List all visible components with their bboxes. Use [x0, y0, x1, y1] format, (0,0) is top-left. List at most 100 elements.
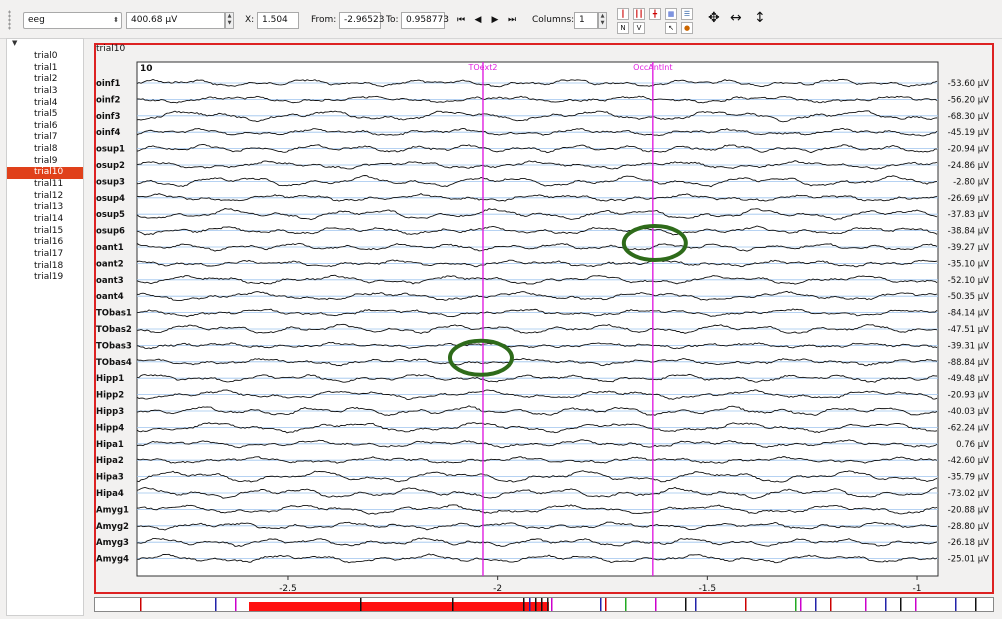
pointer-tool-icon[interactable]: ↖ [665, 22, 677, 34]
trial-item[interactable]: trial10 [7, 167, 83, 180]
channel-offset: -25.01 µV [948, 555, 990, 565]
channel-offset: -49.48 µV [948, 374, 990, 384]
trial-item[interactable]: trial12 [34, 190, 64, 201]
channel-label: TObas1 [96, 309, 132, 319]
to-field[interactable]: 0.958773 [401, 12, 449, 29]
channel-offset: -47.51 µV [948, 325, 990, 335]
x-tick-label: -1 [913, 584, 922, 594]
x-label: X: [245, 15, 255, 25]
overview-event-tick [235, 598, 237, 611]
scale-stepper[interactable]: ▲ ▼ [225, 12, 234, 29]
trial-item[interactable]: trial3 [34, 85, 58, 96]
overview-event-tick [625, 598, 627, 611]
x-field[interactable]: 1.504 [257, 12, 299, 29]
trial-item[interactable]: trial4 [34, 97, 58, 108]
columns-field[interactable]: 1 [574, 12, 598, 29]
channel-trace [136, 405, 938, 417]
trial-item[interactable]: trial15 [34, 225, 64, 236]
channel-trace [136, 160, 938, 170]
channel-label: osup3 [96, 177, 125, 187]
scale-field[interactable]: 400.68 µV [126, 12, 225, 29]
trial-item[interactable]: trial14 [34, 213, 64, 224]
trial-item[interactable]: trial6 [34, 120, 58, 131]
last-trial-button[interactable]: ⏭ [507, 15, 517, 25]
channel-trace [136, 193, 938, 202]
previous-trial-button[interactable]: ◀ [474, 15, 482, 25]
vertical-zoom-icon[interactable]: ↕ [754, 10, 766, 26]
trial-item[interactable]: trial18 [34, 260, 64, 271]
marker-tool-icon[interactable]: ┃ [617, 8, 629, 20]
trial-item[interactable]: trial13 [34, 202, 64, 213]
channel-offset: -88.84 µV [948, 358, 990, 368]
channel-offset: 0.76 µV [956, 440, 989, 450]
channel-offset: -20.94 µV [948, 145, 990, 155]
channel-label: Hipa1 [96, 440, 124, 450]
channel-label: oant1 [96, 243, 124, 253]
trial-item[interactable]: trial5 [34, 109, 58, 120]
horizontal-zoom-icon[interactable]: ↔ [730, 10, 742, 26]
trial-item[interactable]: trial2 [34, 74, 58, 85]
normalize-toggle[interactable]: N [617, 22, 629, 34]
channel-label: Hipa2 [96, 456, 124, 466]
toolbar-grip[interactable] [8, 10, 11, 30]
channel-offset: -37.83 µV [948, 210, 990, 220]
channel-trace [136, 537, 938, 547]
channel-label: Hipa4 [96, 489, 124, 499]
overview-event-tick [795, 598, 797, 611]
trial-item[interactable]: trial8 [34, 144, 58, 155]
trial-item[interactable]: trial1 [34, 62, 58, 73]
overview-event-tick [523, 598, 525, 611]
trial-tree: ▼ trial0 trial1 trial2 trial3 trial4 trial5 tr… [6, 38, 84, 616]
columns-stepper[interactable]: ▲ ▼ [598, 12, 607, 29]
trial-item[interactable]: trial9 [34, 155, 58, 166]
channel-offset: -52.10 µV [948, 276, 990, 286]
overview-timeline[interactable] [94, 597, 994, 612]
modality-select[interactable]: eeg ⬍ [23, 12, 122, 29]
channel-offset: -20.88 µV [948, 505, 990, 515]
channel-offset: -56.20 µV [948, 95, 990, 105]
channel-offset: -62.24 µV [948, 423, 990, 433]
trial-item[interactable]: trial17 [34, 248, 64, 259]
overview-event-tick [535, 598, 537, 611]
channel-offset: -35.79 µV [948, 473, 990, 483]
channel-label: Hipa3 [96, 473, 124, 483]
layout-tool-icon[interactable]: ☰ [681, 8, 693, 20]
modality-value: eeg [28, 15, 45, 25]
to-label: To: [386, 15, 399, 25]
trial-item[interactable]: trial16 [34, 237, 64, 248]
channel-label: oant2 [96, 259, 124, 269]
next-trial-button[interactable]: ▶ [491, 15, 499, 25]
trial-item[interactable]: trial0 [34, 51, 58, 61]
channel-trace [136, 225, 938, 236]
x-tick-label: -2.5 [279, 584, 297, 594]
from-field[interactable]: -2.96523 [339, 12, 385, 29]
channel-label: osup4 [96, 194, 125, 204]
voltage-toggle[interactable]: V [633, 22, 645, 34]
channel-offset: -2.80 µV [953, 177, 989, 187]
channel-label: Amyg2 [96, 522, 129, 532]
double-marker-tool-icon[interactable]: ┃┃ [633, 8, 645, 20]
overview-event-tick [452, 598, 454, 611]
color-tool-icon[interactable]: ● [681, 22, 693, 34]
first-trial-button[interactable]: ⏮ [456, 15, 466, 25]
from-label: From: [311, 15, 337, 25]
trial-item[interactable]: trial7 [34, 132, 58, 143]
channel-offset: -39.27 µV [948, 243, 990, 253]
trial-item[interactable]: trial19 [34, 272, 64, 283]
trial-item[interactable]: trial11 [34, 179, 64, 190]
channel-trace [136, 274, 938, 285]
channel-trace [136, 456, 938, 464]
channel-label: Amyg4 [96, 555, 129, 565]
from-value: -2.96523 [344, 15, 385, 25]
grid-tool-icon[interactable]: ▦ [665, 8, 677, 20]
crosshair-tool-icon[interactable]: ╋ [649, 8, 661, 20]
channel-offset: -42.60 µV [948, 456, 990, 466]
move-icon[interactable]: ✥ [708, 10, 720, 26]
to-value: 0.958773 [406, 15, 449, 25]
expand-arrow-icon[interactable]: ▼ [12, 39, 18, 47]
channel-trace [136, 110, 938, 123]
channel-trace [136, 341, 938, 350]
channel-offset: -53.60 µV [948, 79, 990, 89]
channel-trace [136, 95, 938, 104]
